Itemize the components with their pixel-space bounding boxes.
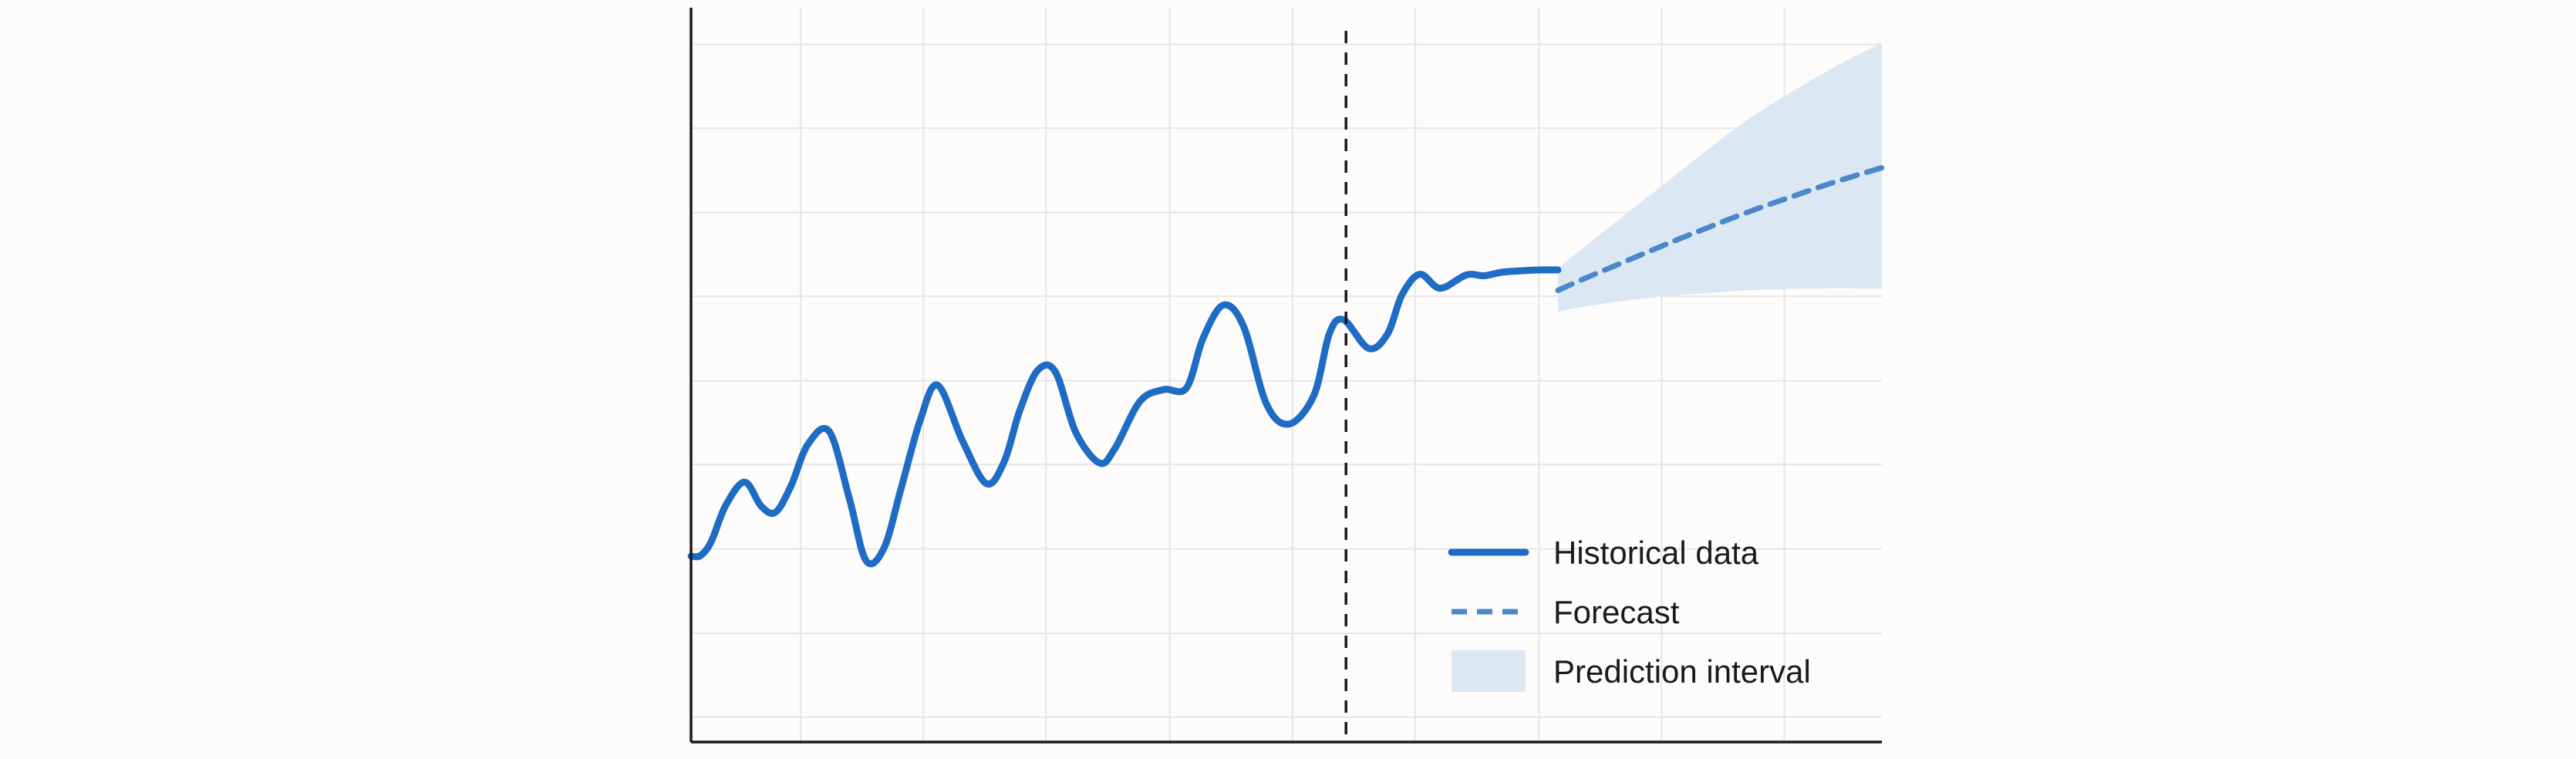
gridlines xyxy=(691,8,1882,742)
legend-label: Prediction interval xyxy=(1553,653,1811,690)
axes xyxy=(690,8,1882,744)
prediction-interval-layer xyxy=(1558,42,1882,312)
forecast-line xyxy=(1555,165,1885,293)
legend-label: Historical data xyxy=(1553,535,1759,571)
legend-entry: Prediction interval xyxy=(1452,650,1811,692)
historical-data-line xyxy=(687,266,1562,568)
legend-swatch-interval xyxy=(1452,650,1526,692)
legend-entry: Historical data xyxy=(1448,535,1759,571)
prediction-interval-band xyxy=(1558,42,1882,312)
legend-label: Forecast xyxy=(1553,594,1680,630)
series-layer xyxy=(687,165,1885,568)
legend-entry: Forecast xyxy=(1452,594,1680,630)
legend: Historical data Forecast Prediction interv… xyxy=(1448,535,1811,692)
